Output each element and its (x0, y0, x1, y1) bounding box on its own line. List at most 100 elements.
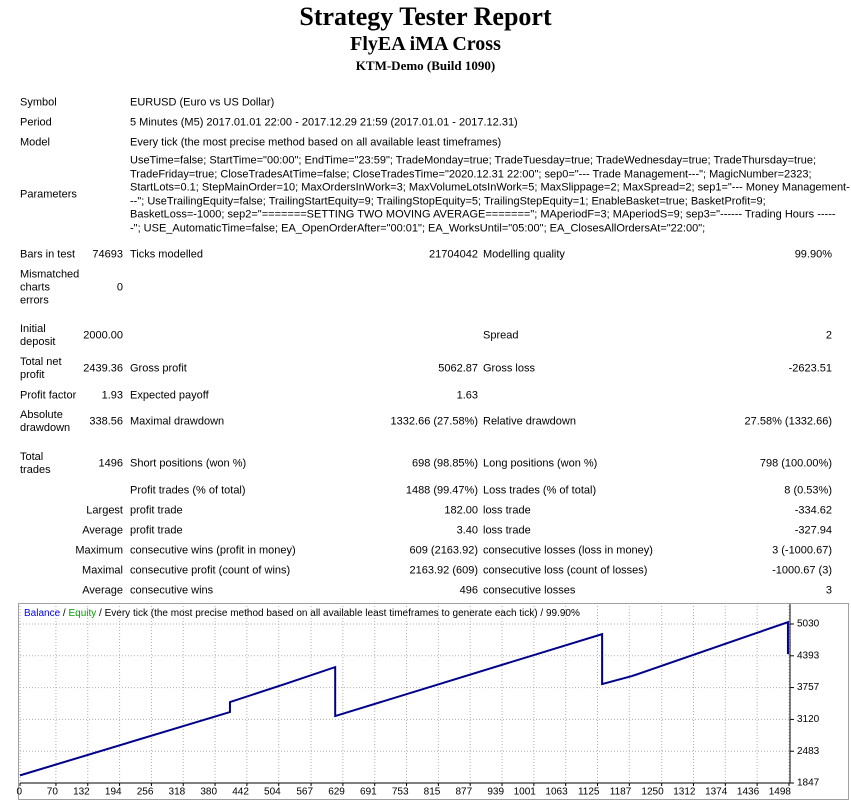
y-tick-label: 5030 (797, 619, 820, 630)
x-tick-label: 629 (328, 787, 345, 798)
x-tick-label: 877 (456, 787, 473, 798)
y-tick-label: 2483 (797, 746, 820, 757)
stat-value: Average (82, 524, 123, 537)
stat-label: Loss trades (% of total) (483, 484, 597, 497)
stat-value: 698 (98.85%) (411, 457, 478, 470)
y-tick-label: 4393 (797, 650, 820, 661)
stat-value: 609 (2163.92) (409, 544, 479, 557)
stat-value: 5062.87 (438, 362, 478, 375)
legend-separator: / (96, 608, 104, 619)
x-tick-label: 442 (232, 787, 249, 798)
x-tick-label: 318 (169, 787, 186, 798)
stat-label: Mismatched charts errors (20, 268, 80, 307)
stat-value: -2623.51 (788, 362, 832, 375)
x-tick-label: 1436 (737, 787, 760, 798)
x-tick-label: 132 (73, 787, 90, 798)
legend-balance: Balance (24, 608, 61, 619)
stat-label: consecutive losses (loss in money) (483, 544, 653, 557)
stat-value: 2000.00 (83, 329, 123, 342)
expert-name: FlyEA iMA Cross (350, 33, 501, 55)
stat-value: 21704042 (429, 248, 478, 261)
y-tick-label: 1847 (797, 778, 820, 789)
info-value: Every tick (the most precise method base… (130, 136, 502, 149)
x-tick-label: 691 (360, 787, 377, 798)
chart-caption: Every tick (the most precise method base… (105, 608, 580, 619)
x-tick-label: 567 (296, 787, 313, 798)
server-build: KTM-Demo (Build 1090) (355, 58, 496, 73)
stat-value: Maximal (82, 564, 123, 577)
y-tick-label: 3120 (797, 714, 820, 725)
stat-label: Expected payoff (130, 389, 209, 402)
info-label: Parameters (20, 188, 77, 201)
parameters-line: BasketLoss=-1000; sep2="=======SETTING T… (130, 208, 836, 221)
stat-value: 1.63 (456, 389, 478, 402)
stat-value: 3 (-1000.67) (772, 544, 832, 557)
parameters-line: StartLots=0.1; StepMainOrder=10; MaxOrde… (130, 181, 850, 194)
x-tick-label: 1063 (545, 787, 568, 798)
stat-label: consecutive profit (count of wins) (130, 564, 291, 577)
stat-label: Gross loss (483, 362, 535, 375)
x-tick-label: 753 (392, 787, 409, 798)
parameters-line: -"; USE_AutomaticTime=false; EA_OpenOrde… (130, 222, 706, 234)
stat-label: Gross profit (130, 362, 187, 375)
legend-equity: Equity (68, 608, 96, 619)
stat-value: 27.58% (1332.66) (744, 415, 832, 428)
stat-value: 8 (0.53%) (784, 484, 832, 497)
stat-label: Absolute drawdown (20, 409, 71, 434)
stat-label: profit trade (130, 524, 183, 537)
stat-value: -334.62 (794, 504, 832, 517)
stat-label: profit trade (130, 504, 183, 517)
stat-label: Relative drawdown (483, 415, 576, 428)
parameters-line: TradeFriday=true; CloseTradesAtTime=fals… (130, 168, 812, 180)
stat-value: -327.94 (794, 524, 832, 537)
stat-label: Ticks modelled (130, 248, 203, 261)
info-value: 5 Minutes (M5) 2017.01.01 22:00 - 2017.1… (130, 116, 518, 129)
x-tick-label: 0 (16, 787, 22, 798)
stat-value: 1332.66 (27.58%) (390, 415, 478, 428)
stat-value: 0 (116, 281, 123, 294)
stat-value: 798 (100.00%) (759, 457, 832, 470)
stat-value: 496 (459, 584, 478, 597)
stat-value: 74693 (92, 248, 123, 261)
stat-value: 1.93 (101, 389, 123, 402)
x-tick-label: 1312 (673, 787, 696, 798)
stat-value: 2163.92 (609) (409, 564, 479, 577)
legend-separator: / (60, 608, 68, 619)
stat-value: 182.00 (444, 504, 478, 517)
stat-value: 1488 (99.47%) (405, 484, 478, 497)
stat-value: 3.40 (456, 524, 478, 537)
stat-value: 99.90% (794, 248, 832, 261)
stat-label: consecutive loss (count of losses) (483, 564, 648, 577)
parameters-line: --"; UseTrailingEquity=false; TrailingSt… (130, 195, 766, 207)
stat-label: loss trade (483, 524, 531, 537)
x-tick-label: 194 (105, 787, 122, 798)
stat-label: Long positions (won %) (483, 457, 598, 470)
stat-value: 338.56 (89, 415, 123, 428)
x-tick-label: 256 (137, 787, 154, 798)
stat-label: Maximal drawdown (130, 415, 225, 428)
x-tick-label: 504 (264, 787, 281, 798)
stat-value: Maximum (75, 544, 123, 557)
stat-value: 3 (825, 584, 832, 597)
x-tick-label: 1125 (578, 787, 600, 798)
chart-frame (18, 603, 849, 800)
x-tick-label: 1001 (514, 787, 537, 798)
stat-label: loss trade (483, 504, 531, 517)
y-tick-label: 3757 (797, 682, 820, 693)
balance-line (19, 620, 789, 777)
stat-label: Short positions (won %) (130, 457, 247, 470)
stat-label: consecutive losses (483, 584, 576, 597)
stat-label: consecutive wins (profit in money) (130, 544, 296, 557)
info-label: Period (20, 116, 52, 129)
stat-label: Profit factor (20, 389, 77, 402)
x-tick-label: 1498 (769, 787, 792, 798)
stat-value: -1000.67 (3) (772, 564, 832, 577)
stat-value: 1496 (98, 457, 123, 470)
stat-value: Largest (86, 504, 123, 517)
stat-value: Average (82, 584, 123, 597)
stat-label: Total net profit (20, 356, 62, 381)
chart-legend: Balance / Equity / Every tick (the most … (24, 608, 580, 619)
x-tick-label: 380 (200, 787, 217, 798)
